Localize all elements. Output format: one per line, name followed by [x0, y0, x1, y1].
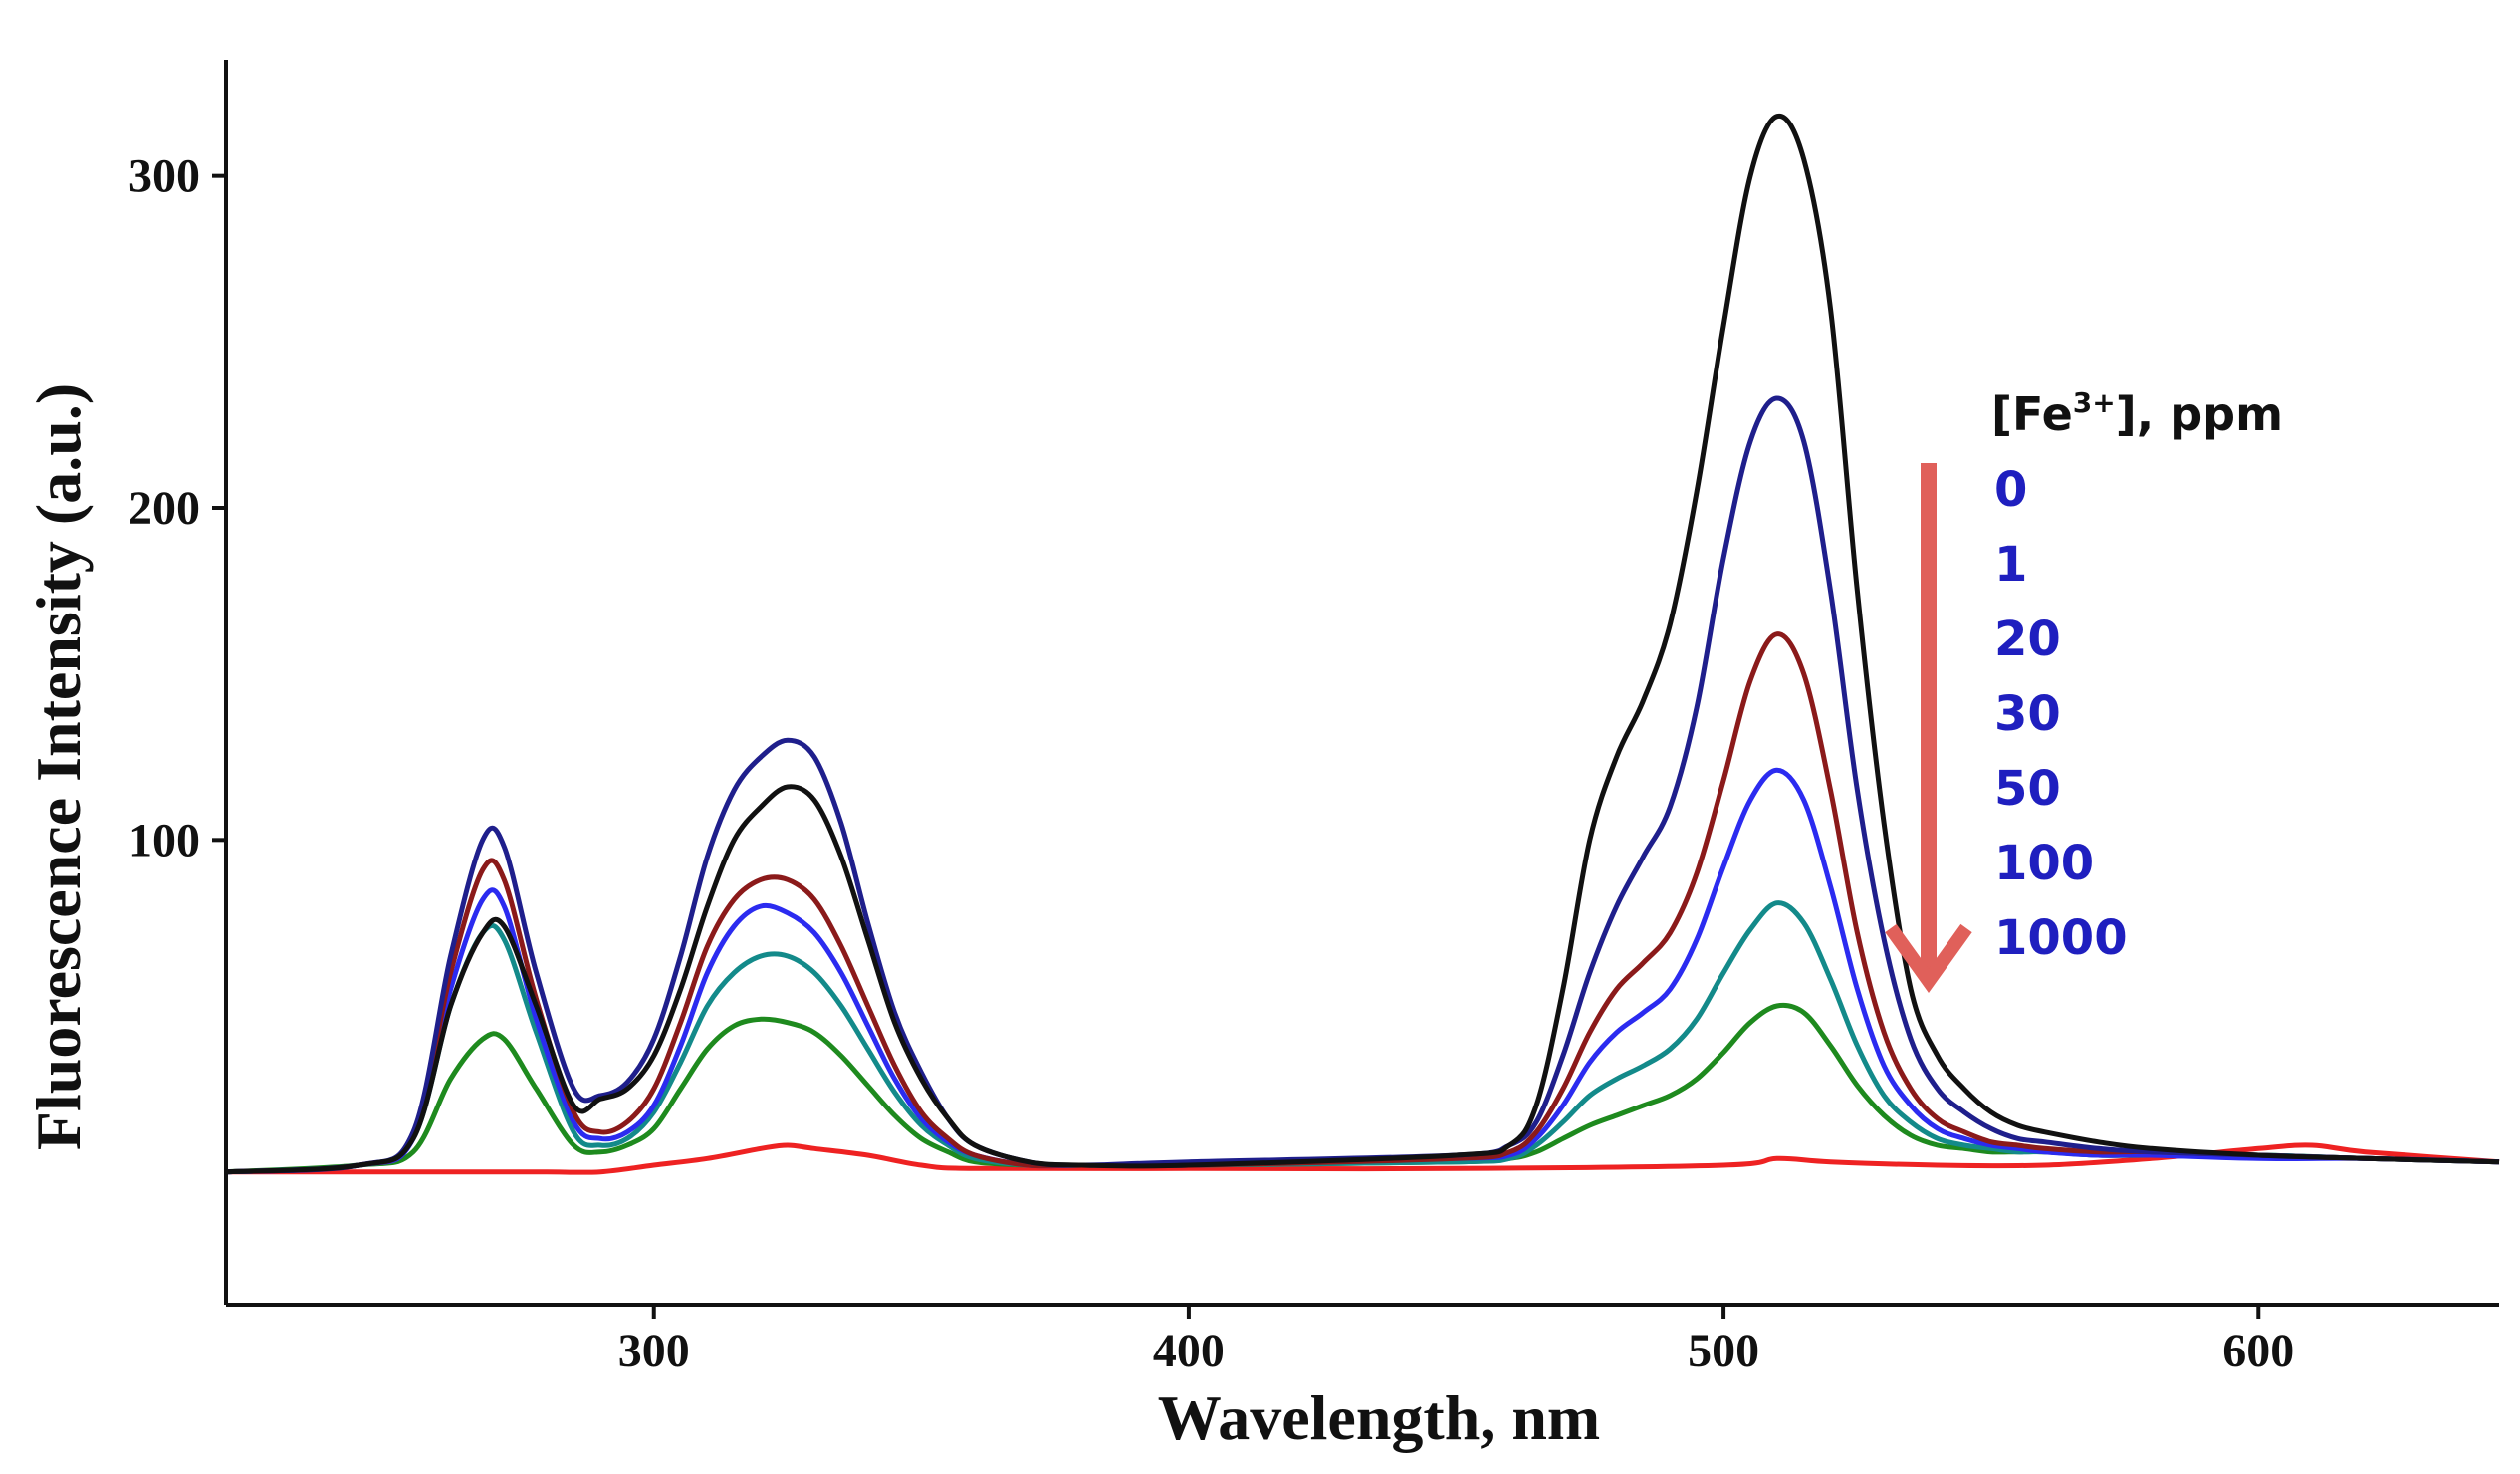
- legend-entry-20: 20: [1994, 612, 2061, 667]
- legend-entry-1000: 1000: [1994, 910, 2128, 966]
- x-tick-label-300: 300: [618, 1325, 690, 1377]
- axes-layer: [224, 60, 2499, 1307]
- series-line-30: [225, 767, 2500, 1175]
- series-line-1000: [226, 1142, 2500, 1175]
- legend-entry-30: 30: [1994, 686, 2061, 742]
- series-line-20: [225, 631, 2500, 1175]
- series-layer: [225, 113, 2500, 1175]
- legend-entry-1: 1: [1994, 537, 2027, 593]
- y-tick-label-100: 100: [128, 814, 200, 866]
- y-tick-label-200: 200: [128, 482, 200, 535]
- x-tick-label-400: 400: [1153, 1325, 1225, 1377]
- x-tick-label-500: 500: [1688, 1325, 1759, 1377]
- legend-entry-0: 0: [1994, 462, 2027, 518]
- y-tick-label-300: 300: [128, 150, 200, 203]
- legend-entry-100: 100: [1994, 836, 2094, 891]
- series-line-0: [225, 113, 2500, 1175]
- series-line-50: [225, 900, 2500, 1175]
- legend-title: [Fe3+], ppm: [1991, 386, 2283, 441]
- legend-entry-50: 50: [1994, 761, 2061, 817]
- x-axis-title: Wavelength, nm: [1158, 1382, 1600, 1453]
- y-axis-title: Fluorescence Intensity (a.u.): [23, 383, 94, 1150]
- legend-items: 0 1 20 30 50 100 1000: [1994, 462, 2128, 966]
- legend-title-superscript: 3+: [2073, 386, 2116, 419]
- legend-arrow-icon: [1885, 463, 1972, 994]
- series-line-1: [225, 395, 2500, 1175]
- x-tick-label-600: 600: [2222, 1325, 2294, 1377]
- legend-title-suffix: ], ppm: [2116, 387, 2283, 441]
- legend: [Fe3+], ppm 0 1 20 30 50 100 1000: [1885, 386, 2283, 994]
- legend-title-prefix: [Fe: [1991, 387, 2073, 441]
